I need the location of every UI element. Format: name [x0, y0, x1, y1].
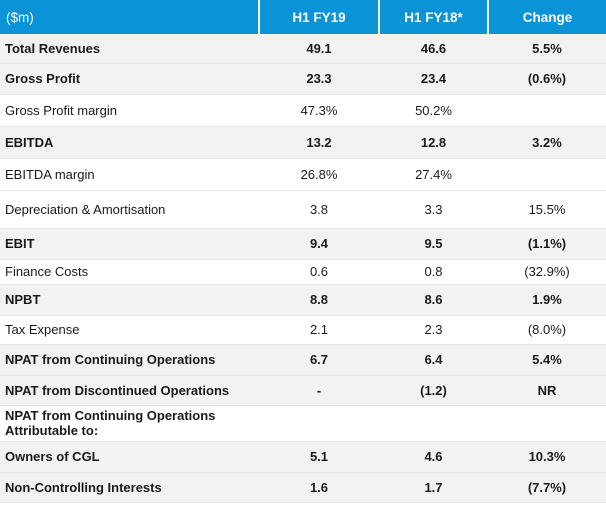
value-h1-fy18: (1.2) [379, 375, 488, 406]
value-h1-fy19: 8.8 [259, 284, 379, 316]
value-h1-fy19: - [259, 375, 379, 406]
header-change: Change [487, 0, 606, 34]
value-h1-fy19: 0.6 [259, 259, 379, 285]
value-h1-fy19: 23.3 [259, 63, 379, 95]
header-h1-fy18: H1 FY18* [378, 0, 488, 34]
table-row: Depreciation & Amortisation 3.8 3.3 15.5% [0, 190, 606, 229]
value-h1-fy18 [379, 405, 488, 442]
row-label: NPAT from Continuing Operations Attribut… [0, 405, 259, 442]
header-units: ($m) [0, 0, 259, 34]
table-row: NPAT from Continuing Operations 6.7 6.4 5.4… [0, 344, 606, 376]
table-row: EBITDA 13.2 12.8 3.2% [0, 126, 606, 159]
value-h1-fy19: 13.2 [259, 126, 379, 159]
row-label: Total Revenues [0, 34, 259, 64]
table-row: Owners of CGL 5.1 4.6 10.3% [0, 441, 606, 473]
row-label: NPAT from Continuing Operations [0, 344, 259, 376]
value-h1-fy18: 1.7 [379, 472, 488, 503]
value-h1-fy18: 23.4 [379, 63, 488, 95]
table-row: NPBT 8.8 8.6 1.9% [0, 284, 606, 316]
value-change: 5.4% [488, 344, 606, 376]
value-change [488, 158, 606, 191]
value-h1-fy19: 2.1 [259, 315, 379, 345]
table-row: Total Revenues 49.1 46.6 5.5% [0, 34, 606, 64]
value-h1-fy19: 26.8% [259, 158, 379, 191]
value-change: (0.6%) [488, 63, 606, 95]
value-h1-fy18: 8.6 [379, 284, 488, 316]
value-h1-fy18: 46.6 [379, 34, 488, 64]
value-h1-fy19: 9.4 [259, 228, 379, 260]
value-h1-fy19 [259, 405, 379, 442]
value-h1-fy18: 27.4% [379, 158, 488, 191]
row-label: EBIT [0, 228, 259, 260]
row-label: NPAT from Discontinued Operations [0, 375, 259, 406]
table-row: Finance Costs 0.6 0.8 (32.9%) [0, 259, 606, 285]
value-h1-fy18: 6.4 [379, 344, 488, 376]
row-label: Owners of CGL [0, 441, 259, 473]
row-label: EBITDA [0, 126, 259, 159]
value-h1-fy18: 3.3 [379, 190, 488, 229]
value-h1-fy18: 50.2% [379, 94, 488, 127]
row-label: Depreciation & Amortisation [0, 190, 259, 229]
row-label: Finance Costs [0, 259, 259, 285]
row-label: Non-Controlling Interests [0, 472, 259, 503]
value-change [488, 94, 606, 127]
value-change: 5.5% [488, 34, 606, 64]
value-h1-fy19: 6.7 [259, 344, 379, 376]
row-label: Tax Expense [0, 315, 259, 345]
table-header-row: ($m) H1 FY19 H1 FY18* Change [0, 0, 606, 34]
financial-results-table: ($m) H1 FY19 H1 FY18* Change Total Reven… [0, 0, 606, 503]
row-label: EBITDA margin [0, 158, 259, 191]
row-label: NPBT [0, 284, 259, 316]
value-h1-fy18: 4.6 [379, 441, 488, 473]
table-row: Gross Profit 23.3 23.4 (0.6%) [0, 63, 606, 95]
table-row: EBITDA margin 26.8% 27.4% [0, 158, 606, 191]
value-h1-fy19: 5.1 [259, 441, 379, 473]
value-h1-fy18: 12.8 [379, 126, 488, 159]
value-change: 10.3% [488, 441, 606, 473]
table-row: Gross Profit margin 47.3% 50.2% [0, 94, 606, 127]
table-row: NPAT from Discontinued Operations - (1.2) N… [0, 375, 606, 406]
value-h1-fy18: 0.8 [379, 259, 488, 285]
value-h1-fy19: 47.3% [259, 94, 379, 127]
value-change: 15.5% [488, 190, 606, 229]
table-row: EBIT 9.4 9.5 (1.1%) [0, 228, 606, 260]
value-change: (32.9%) [488, 259, 606, 285]
value-h1-fy18: 9.5 [379, 228, 488, 260]
value-h1-fy19: 49.1 [259, 34, 379, 64]
table-row: Non-Controlling Interests 1.6 1.7 (7.7%) [0, 472, 606, 503]
value-h1-fy18: 2.3 [379, 315, 488, 345]
table-row: Tax Expense 2.1 2.3 (8.0%) [0, 315, 606, 345]
value-change: 3.2% [488, 126, 606, 159]
table-row: NPAT from Continuing Operations Attribut… [0, 405, 606, 442]
value-change: (1.1%) [488, 228, 606, 260]
value-change: (7.7%) [488, 472, 606, 503]
value-change: NR [488, 375, 606, 406]
row-label: Gross Profit [0, 63, 259, 95]
value-change [488, 405, 606, 442]
row-label: Gross Profit margin [0, 94, 259, 127]
value-change: 1.9% [488, 284, 606, 316]
value-h1-fy19: 3.8 [259, 190, 379, 229]
value-change: (8.0%) [488, 315, 606, 345]
header-h1-fy19: H1 FY19 [258, 0, 379, 34]
value-h1-fy19: 1.6 [259, 472, 379, 503]
